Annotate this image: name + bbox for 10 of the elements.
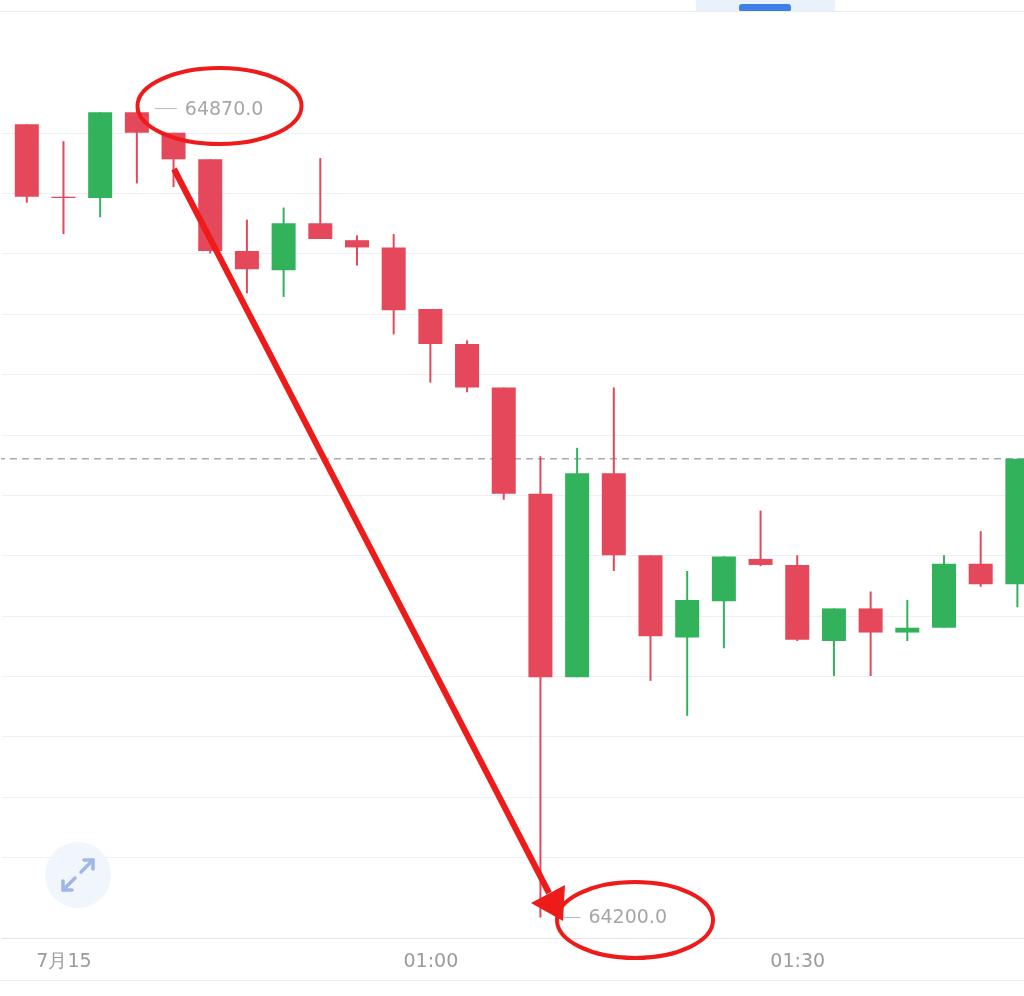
x-tick-label: 01:00: [403, 948, 459, 971]
candlestick: [748, 509, 773, 568]
candlestick: [968, 530, 993, 588]
candlestick: [344, 234, 369, 267]
x-tick-label: 7月15: [36, 948, 92, 971]
annotation: 64200.0: [588, 905, 668, 928]
annotation: 64870.0: [184, 96, 264, 119]
candlestick: [895, 598, 920, 642]
candlestick: [308, 157, 333, 240]
x-tick-label: 01:30: [770, 948, 826, 971]
